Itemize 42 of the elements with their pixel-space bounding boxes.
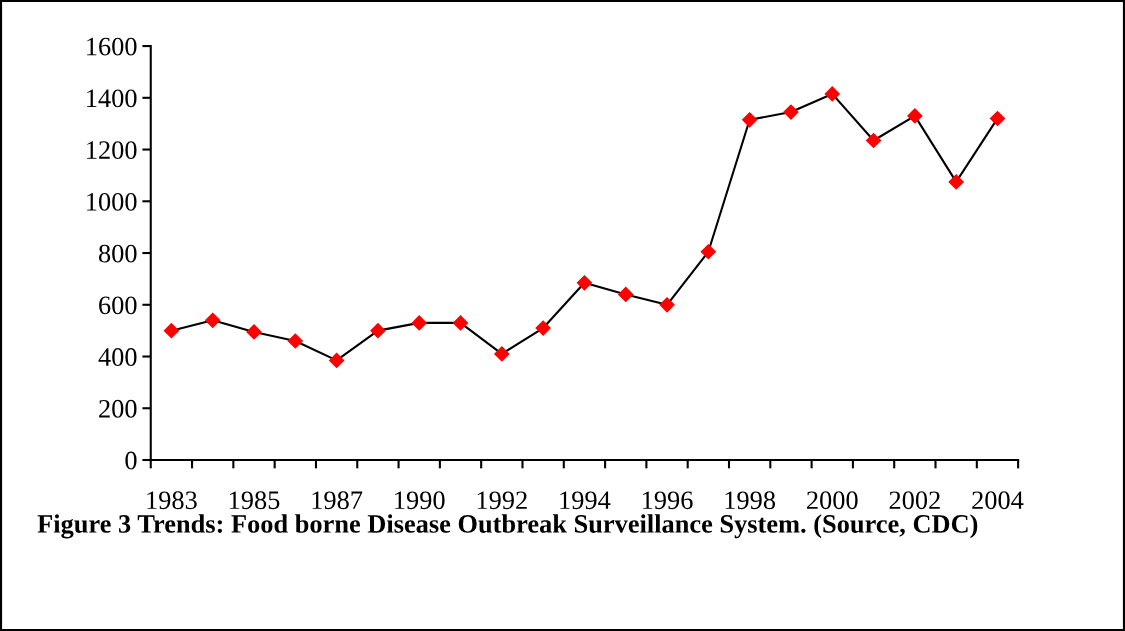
point <box>824 86 840 102</box>
x-tick-label: 1994 <box>560 491 611 510</box>
x-tick-label: 1996 <box>642 491 693 510</box>
point <box>205 312 221 328</box>
point <box>494 346 510 362</box>
y-tick-label: 0 <box>125 451 137 470</box>
point <box>370 323 386 339</box>
point <box>659 297 675 313</box>
point <box>783 104 799 120</box>
y-tick-label: 1000 <box>87 192 137 211</box>
x-tick-label: 2004 <box>972 491 1024 510</box>
x-tick-label: 1998 <box>725 491 776 510</box>
point <box>535 320 551 336</box>
point <box>576 275 593 291</box>
x-tick-label: 1985 <box>229 491 280 510</box>
x-tick-label: 2000 <box>807 491 858 510</box>
point <box>452 315 469 331</box>
point <box>907 108 923 124</box>
point <box>989 110 1006 127</box>
y-tick-label: 200 <box>99 399 137 418</box>
point <box>948 174 964 190</box>
point <box>163 323 179 339</box>
point <box>618 286 634 302</box>
y-tick-label: 400 <box>98 348 137 366</box>
x-tick-label: 1992 <box>477 491 527 510</box>
point <box>329 352 345 368</box>
x-tick-label: 1990 <box>395 491 445 510</box>
caption: Figure 3 Trends: Food borne Disease Outbreak Surveillance System. (Source, CDC) <box>37 514 978 539</box>
y-tick-label: 600 <box>99 296 137 315</box>
point <box>700 244 716 260</box>
y-tick-label: 1400 <box>87 89 137 108</box>
point <box>246 324 262 340</box>
y-tick-label: 1200 <box>87 141 137 159</box>
x-tick-label: 2002 <box>889 491 940 510</box>
point <box>742 112 758 128</box>
y-tick-label: 1600 <box>87 37 137 56</box>
x-tick-label: 1987 <box>312 491 363 510</box>
point <box>865 132 882 149</box>
point <box>411 315 427 331</box>
x-tick-label: 1983 <box>147 491 197 510</box>
y-tick-label: 800 <box>98 244 137 263</box>
point <box>287 333 303 349</box>
